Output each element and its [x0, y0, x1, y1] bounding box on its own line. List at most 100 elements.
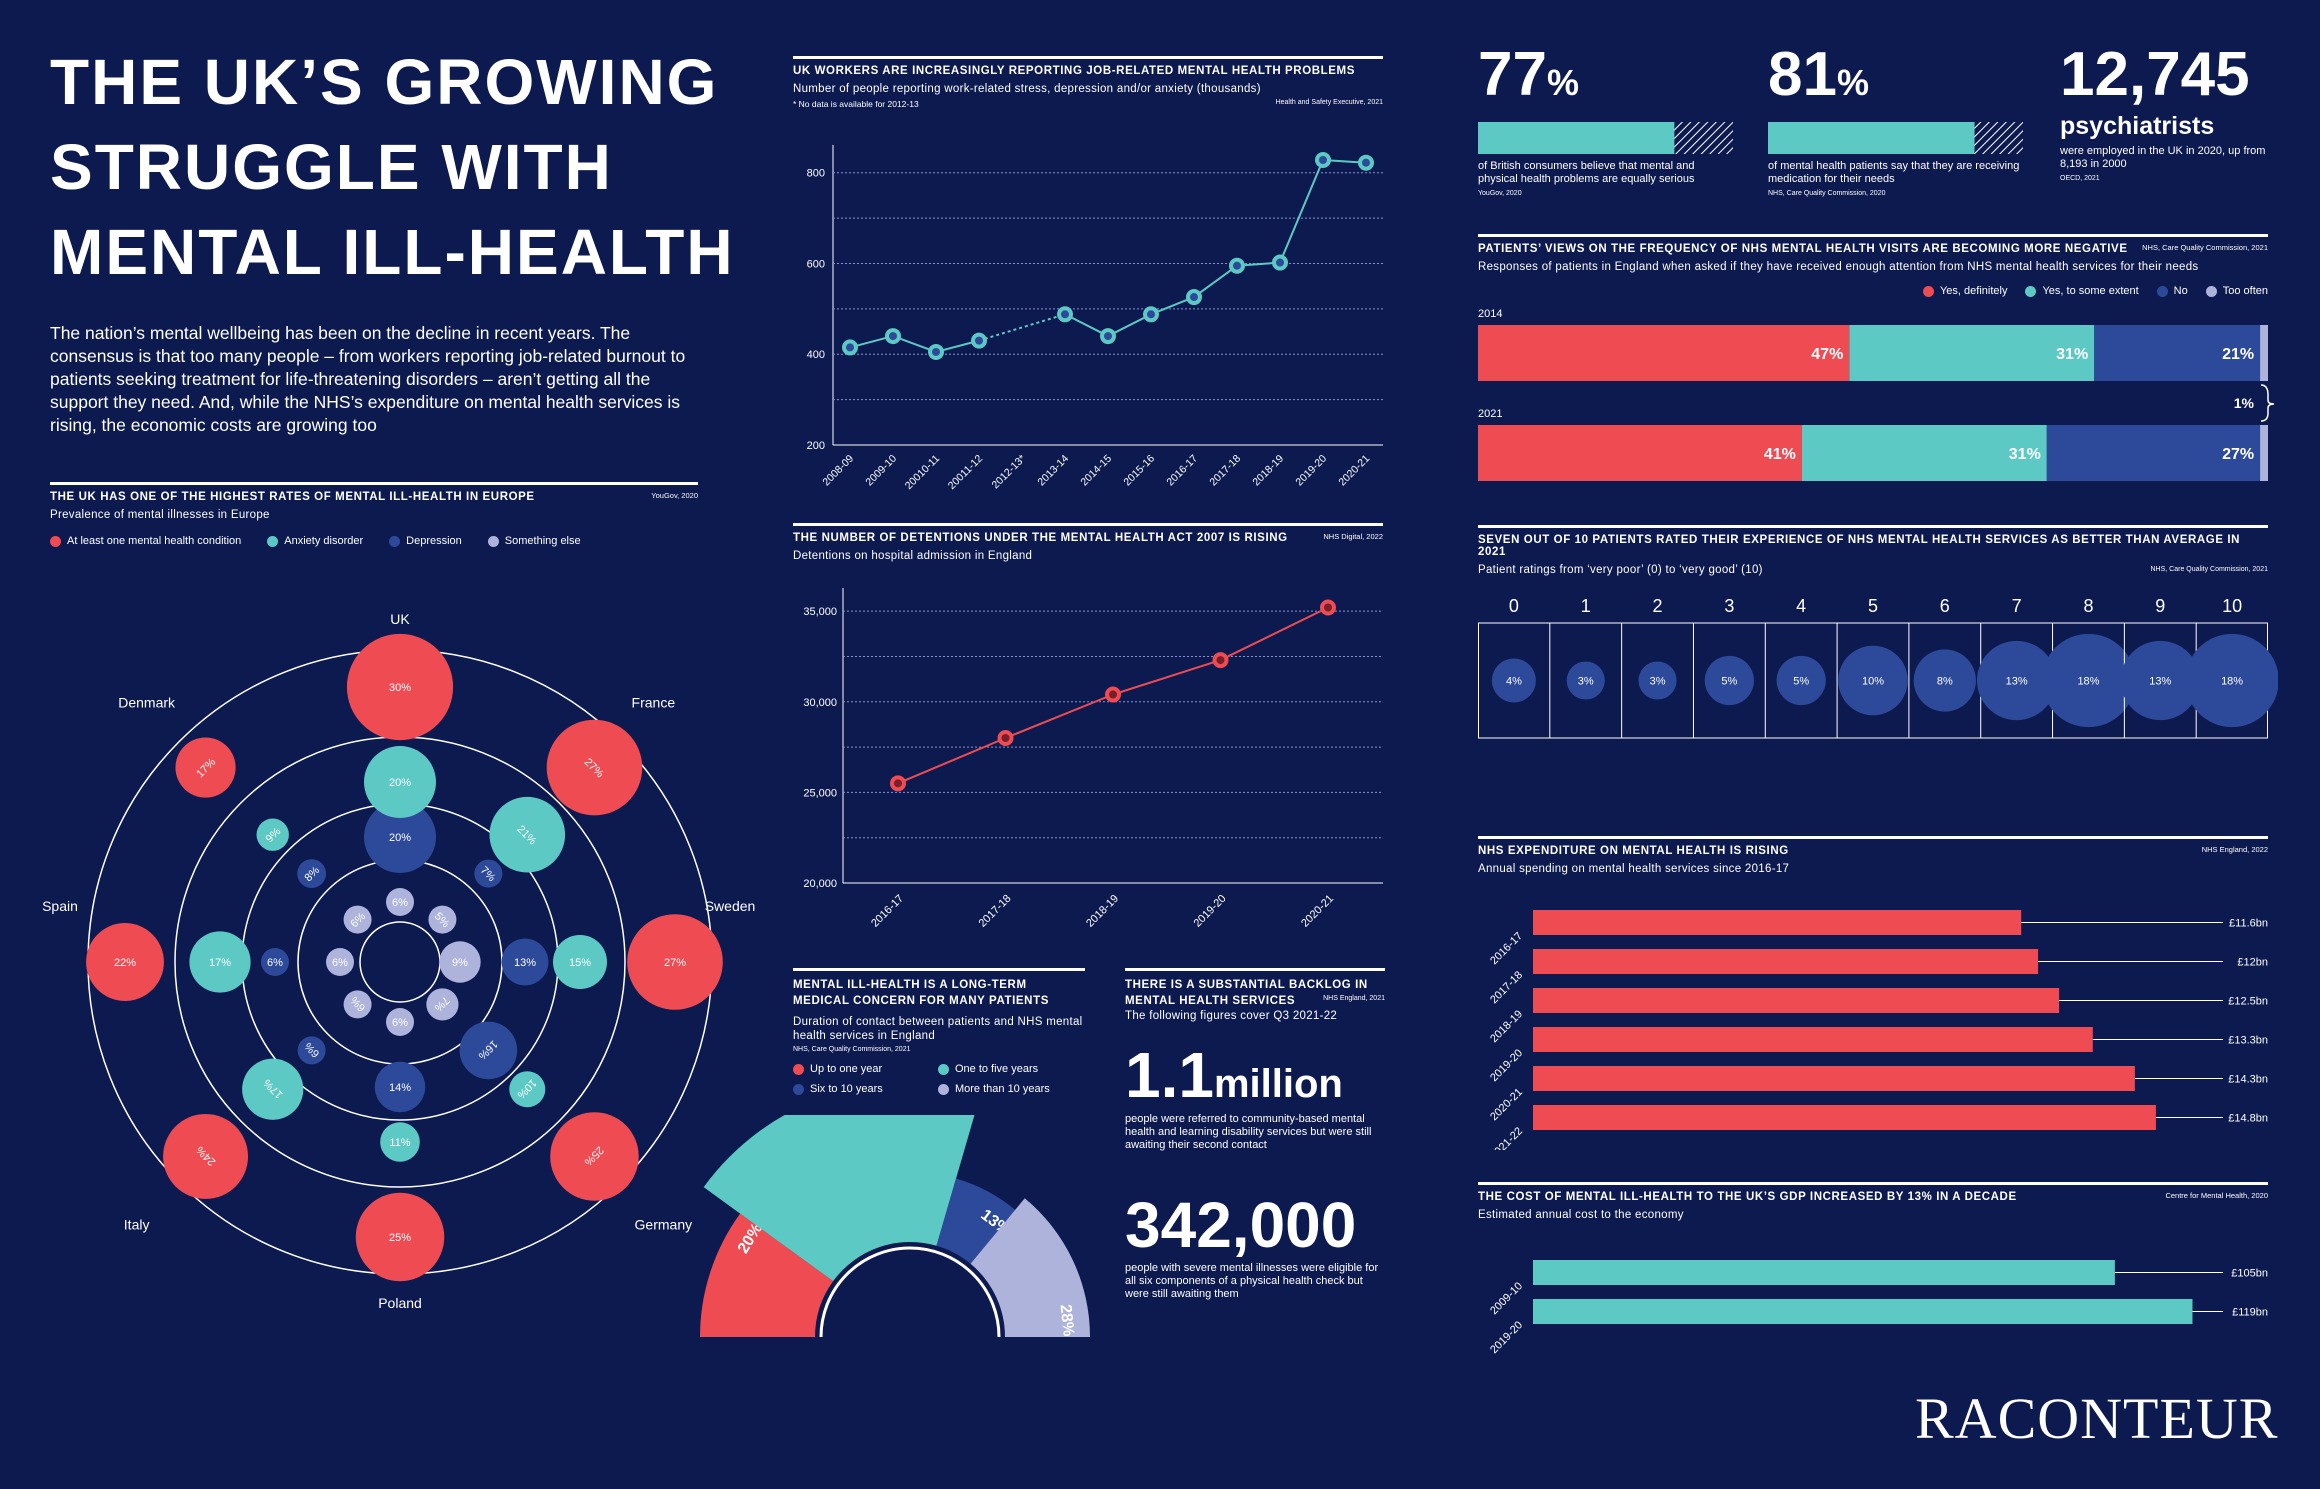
- bar-category-label: 2017-18: [1488, 969, 1525, 1006]
- bubble-france: [428, 905, 457, 934]
- raconteur-logo: RACONTEUR: [1915, 1386, 2279, 1451]
- legend-teal-dot: [937, 1063, 949, 1075]
- bubble-italy: [343, 990, 372, 1019]
- donut-segment: [936, 1178, 1016, 1264]
- x-tick-label: 2017-18: [977, 893, 1014, 930]
- workers-heading-text: UK WORKERS ARE INCREASINGLY REPORTING JO…: [793, 65, 1356, 77]
- bar-value-label: £105bn: [2231, 1268, 2268, 1280]
- detentions-heading: THE NUMBER OF DETENTIONS UNDER THE MENTA…: [793, 523, 1383, 544]
- x-tick-label: 2019-20: [1293, 453, 1329, 489]
- expenditure-section: NHS EXPENDITURE ON MENTAL HEALTH IS RISI…: [1478, 836, 2268, 875]
- legend-label: Six to 10 years: [810, 1083, 883, 1095]
- rating-value: 13%: [2149, 676, 2171, 688]
- x-tick-label: 2020-21: [1299, 893, 1336, 930]
- series-segment: [1107, 313, 1152, 337]
- x-tick-label: 2008-09: [820, 453, 856, 489]
- rating-label: 0: [1509, 596, 1519, 616]
- y-tick-label: 200: [807, 440, 825, 452]
- bubble-sweden: [439, 941, 481, 983]
- backlog-heading-text: THERE IS A SUBSTANTIAL BACKLOG IN MENTAL…: [1125, 979, 1368, 1007]
- series-segment: [1193, 264, 1238, 298]
- bubble-germany: [509, 1071, 546, 1108]
- backlog-stat2-number: 342,000: [1125, 1189, 1357, 1261]
- bubble-france: [474, 859, 503, 888]
- x-tick-label: 2018-19: [1084, 893, 1121, 930]
- bar-category-label: 2009-10: [1488, 1280, 1525, 1317]
- bubble-uk: [364, 746, 436, 818]
- country-label: UK: [390, 611, 410, 627]
- rating-label: 5: [1868, 596, 1878, 616]
- legend-label: Something else: [504, 535, 581, 547]
- bracket: [2260, 384, 2275, 422]
- bar-category-label: 2020-21: [1488, 1086, 1525, 1123]
- duration-subtitle: Duration of contact between patients and…: [793, 1016, 1083, 1042]
- backlog-stat2-text: people with severe mental illnesses were…: [1125, 1262, 1379, 1300]
- legend-label: No: [2173, 285, 2188, 297]
- series-segment: [897, 737, 1006, 785]
- ring: [359, 921, 441, 1003]
- ratings-heading: SEVEN OUT OF 10 PATIENTS RATED THEIR EXP…: [1478, 525, 2268, 558]
- workers-note: * No data is available for 2012-13: [793, 99, 919, 109]
- data-point-core: [1109, 690, 1117, 699]
- rating-bubble: [1638, 661, 1677, 700]
- ratings-source: NHS, Care Quality Commission, 2021: [2150, 566, 2269, 573]
- workers-heading: UK WORKERS ARE INCREASINGLY REPORTING JO…: [793, 56, 1383, 77]
- legend-label: Yes, to some extent: [2042, 285, 2139, 297]
- rating-value: 13%: [2006, 676, 2028, 688]
- stat-81-bar: [1768, 122, 2023, 154]
- stat-77-suffix: %: [1546, 62, 1579, 103]
- bubble-label: 6%: [332, 957, 348, 969]
- gdp-subtitle: Estimated annual cost to the economy: [1478, 1209, 1684, 1221]
- bubble-germany: [426, 988, 459, 1021]
- country-label: Germany: [635, 1216, 693, 1232]
- rating-bubble: [1838, 645, 1908, 716]
- bubble-spain: [189, 931, 251, 993]
- stat-bar-fill: [1768, 122, 1975, 154]
- rating-bubble: [2120, 640, 2200, 721]
- views-subtitle: Responses of patients in England when as…: [1478, 261, 2199, 273]
- backlog-section: THERE IS A SUBSTANTIAL BACKLOG IN MENTAL…: [1125, 968, 1385, 1301]
- bubble-spain: [261, 948, 289, 976]
- stat-psych-unit: psychiatrists: [2060, 112, 2215, 140]
- legend-blue-dot: [389, 535, 401, 547]
- x-tick-label: 2017-18: [1207, 453, 1243, 489]
- bubble-denmark: [343, 905, 372, 934]
- bubble-label: 6%: [392, 1017, 408, 1029]
- europe-legend: At least one mental health condition Anx…: [50, 535, 698, 547]
- bubble-label: 25%: [389, 1232, 411, 1244]
- row-year-label: 2021: [1478, 408, 1502, 420]
- country-label: France: [632, 695, 676, 711]
- expenditure-source: NHS England, 2022: [2201, 845, 2268, 854]
- bubble-label: 17%: [209, 957, 231, 969]
- bubble-label: 6%: [267, 957, 283, 969]
- legend-label: Depression: [406, 535, 462, 547]
- data-point-core: [1324, 603, 1332, 612]
- views-section: PATIENTS’ VIEWS ON THE FREQUENCY OF NHS …: [1478, 234, 2268, 297]
- legend-lav-dot: [937, 1083, 949, 1095]
- legend-teal-dot: [2025, 285, 2037, 297]
- expenditure-heading: NHS EXPENDITURE ON MENTAL HEALTH IS RISI…: [1478, 836, 2268, 857]
- gdp-bar-chart: 2009-10 £105bn 2019-20 £119bn: [1488, 1260, 2268, 1355]
- data-point-core: [894, 779, 902, 788]
- bar: [1533, 988, 2060, 1013]
- bubble-denmark: [297, 859, 327, 889]
- bubble-spain: [86, 923, 164, 1001]
- stat-psych-source: OECD, 2021: [2060, 175, 2100, 182]
- too-often-label: 1%: [2234, 395, 2255, 411]
- rating-value: 18%: [2221, 676, 2243, 688]
- rating-value: 8%: [1937, 676, 1953, 688]
- donut-label: 28%: [1056, 1304, 1076, 1338]
- rating-label: 2: [1653, 596, 1663, 616]
- bubble-france: [489, 796, 566, 873]
- rating-value: 4%: [1506, 676, 1522, 688]
- page-title: THE UK’S GROWING STRUGGLE WITH MENTAL IL…: [50, 46, 735, 288]
- series-segment: [978, 313, 1066, 342]
- bar-value-label: £14.3bn: [2228, 1074, 2268, 1086]
- legend-label: More than 10 years: [954, 1083, 1050, 1095]
- bubble-label: 30%: [389, 682, 411, 694]
- europe-source: YouGov, 2020: [651, 491, 698, 500]
- bubble-sweden: [553, 935, 607, 989]
- row-year-label: 2014: [1478, 308, 1502, 320]
- ratings-subtitle: Patient ratings from ‘very poor’ (0) to …: [1478, 564, 1763, 576]
- country-label: Spain: [42, 898, 78, 914]
